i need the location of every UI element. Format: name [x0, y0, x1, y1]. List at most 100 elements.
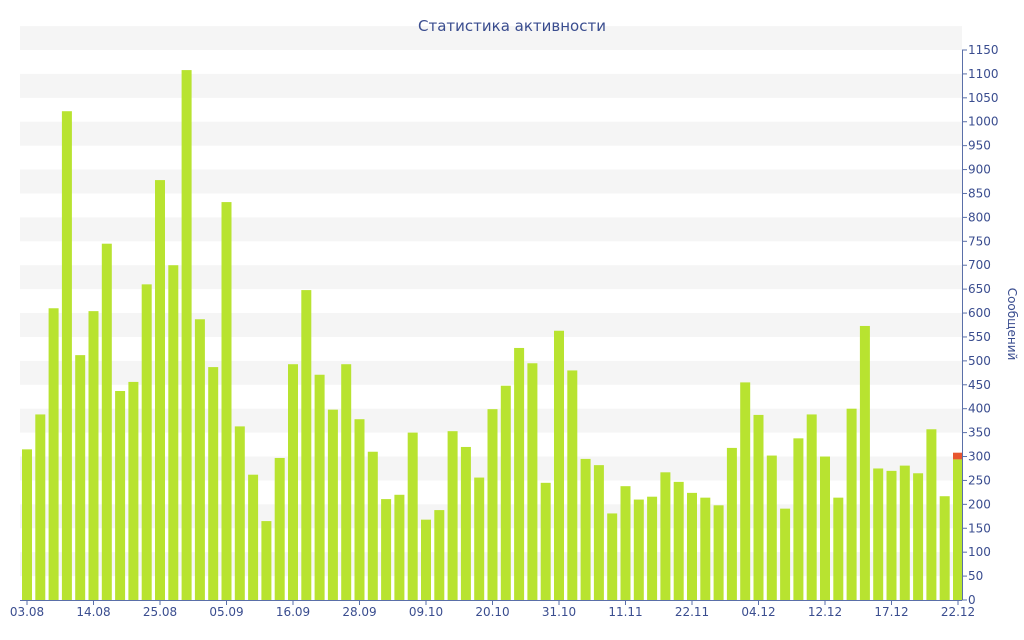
x-tick-label: 31.10 [542, 605, 576, 619]
bar-highlight [953, 452, 963, 460]
x-tick-label: 20.10 [475, 605, 509, 619]
chart-title: Статистика активности [418, 17, 606, 35]
y-tick-label: 650 [968, 282, 991, 296]
bar [261, 521, 272, 600]
y-tick-label: 1150 [968, 43, 999, 57]
grid-band [20, 217, 962, 242]
y-tick-label: 300 [968, 450, 991, 464]
bar [593, 465, 604, 600]
bar [647, 496, 658, 600]
bar [886, 470, 897, 600]
bar [633, 499, 644, 600]
bar [926, 429, 937, 600]
bar [620, 486, 631, 600]
y-tick-label: 850 [968, 186, 991, 200]
grid-band [20, 313, 962, 337]
bar [354, 419, 365, 600]
y-tick-label: 450 [968, 378, 991, 392]
x-axis: 03.08 14.08 25.08 05.09 16.09 28.09 09.10 20.10… [10, 600, 975, 619]
y-tick-label: 600 [968, 306, 991, 320]
bar [434, 510, 445, 600]
y-tick-label: 550 [968, 330, 991, 344]
bar [567, 370, 578, 600]
bar [487, 409, 498, 600]
bar [101, 243, 112, 600]
bar [274, 457, 285, 600]
bar [301, 290, 312, 600]
bar [793, 438, 804, 600]
bar [687, 492, 697, 600]
x-tick-label: 25.08 [143, 605, 177, 619]
bar [288, 364, 298, 600]
x-tick-label: 03.08 [10, 605, 44, 619]
grid-band [20, 121, 962, 146]
x-tick-label: 17.12 [874, 605, 908, 619]
bar [726, 447, 737, 600]
bar [820, 456, 830, 600]
bar [474, 477, 485, 600]
y-tick-label: 800 [968, 210, 991, 224]
bar [833, 497, 844, 600]
bar [88, 311, 99, 600]
bar [221, 202, 232, 600]
y-tick-label: 900 [968, 163, 991, 177]
bar [939, 496, 950, 600]
grid-band [20, 26, 962, 50]
bar [421, 519, 431, 600]
bar [447, 431, 458, 600]
bars [22, 70, 963, 600]
bar [22, 449, 32, 600]
y-tick-label: 1100 [968, 67, 999, 81]
bar [740, 382, 751, 600]
grid-band [20, 169, 962, 194]
x-tick-label: 16.09 [276, 605, 310, 619]
y-tick-label: 1050 [968, 91, 999, 105]
bar [780, 508, 791, 600]
bar [899, 465, 910, 600]
grid-band [20, 265, 962, 290]
bar [155, 180, 165, 600]
y-tick-label: 950 [968, 139, 991, 153]
bar [381, 499, 392, 600]
bar [540, 482, 551, 600]
bar [460, 446, 471, 600]
bar [35, 414, 46, 600]
y-tick-label: 400 [968, 402, 991, 416]
y-axis: 0 50 100 150 200 250 300 350 400 450 500 550 600 650 7… [962, 43, 999, 607]
bar [607, 513, 618, 600]
bar [527, 363, 538, 600]
bar [766, 455, 777, 600]
bar [514, 347, 525, 600]
bar [327, 409, 338, 600]
y-tick-label: 200 [968, 497, 991, 511]
bar [913, 473, 924, 600]
bar [48, 308, 59, 600]
bar [580, 458, 591, 600]
bar [700, 497, 711, 600]
y-tick-label: 700 [968, 258, 991, 272]
x-tick-label: 04.12 [741, 605, 775, 619]
bar [367, 451, 378, 600]
y-tick-label: 350 [968, 426, 991, 440]
bar [115, 391, 126, 600]
y-axis-title: Сообщений [1005, 288, 1019, 361]
x-tick-label: 14.08 [76, 605, 110, 619]
bar [234, 426, 245, 600]
bar [806, 414, 817, 600]
y-tick-label: 100 [968, 545, 991, 559]
x-tick-label: 22.11 [675, 605, 709, 619]
x-tick-label: 28.09 [342, 605, 376, 619]
x-tick-label: 22.12 [941, 605, 975, 619]
bar [554, 330, 564, 600]
bar [394, 494, 405, 600]
bar [248, 474, 259, 600]
bar [181, 70, 192, 600]
bar [660, 472, 671, 600]
y-tick-label: 50 [968, 569, 983, 583]
x-tick-label: 12.12 [808, 605, 842, 619]
y-tick-label: 150 [968, 521, 991, 535]
bar [713, 505, 724, 600]
grid-band [20, 73, 962, 98]
y-tick-label: 1000 [968, 115, 999, 129]
